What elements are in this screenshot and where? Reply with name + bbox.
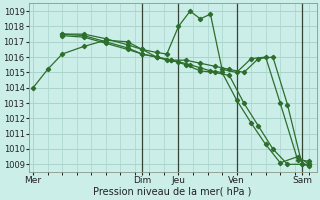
X-axis label: Pression niveau de la mer( hPa ): Pression niveau de la mer( hPa ) [93, 187, 252, 197]
